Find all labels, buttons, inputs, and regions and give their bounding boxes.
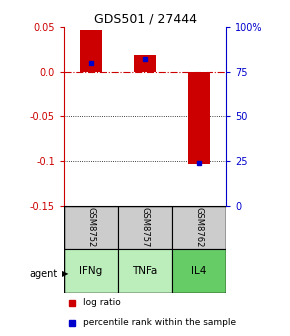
- Bar: [172, 206, 226, 249]
- Text: TNFa: TNFa: [132, 266, 158, 276]
- Bar: [118, 206, 172, 249]
- Text: log ratio: log ratio: [83, 298, 121, 307]
- Bar: [64, 206, 118, 249]
- Text: IL4: IL4: [191, 266, 207, 276]
- Text: GSM8762: GSM8762: [195, 207, 204, 248]
- Bar: [172, 249, 226, 293]
- Bar: [118, 249, 172, 293]
- Text: ▶: ▶: [62, 269, 69, 278]
- Text: GSM8752: GSM8752: [86, 207, 95, 248]
- Text: percentile rank within the sample: percentile rank within the sample: [83, 318, 236, 327]
- Text: IFNg: IFNg: [79, 266, 102, 276]
- Text: GSM8757: GSM8757: [140, 207, 150, 248]
- Bar: [134, 55, 156, 72]
- Title: GDS501 / 27444: GDS501 / 27444: [93, 13, 197, 26]
- Bar: [188, 72, 210, 164]
- Bar: [80, 31, 102, 72]
- Text: agent: agent: [30, 269, 58, 279]
- Bar: [64, 249, 118, 293]
